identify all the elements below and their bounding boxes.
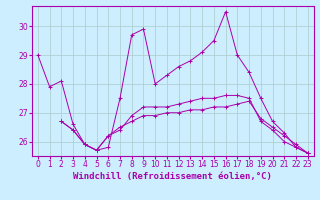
X-axis label: Windchill (Refroidissement éolien,°C): Windchill (Refroidissement éolien,°C) xyxy=(73,172,272,181)
